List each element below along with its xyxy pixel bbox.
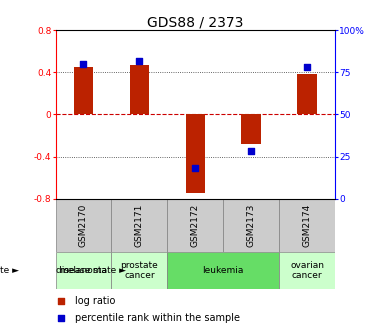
Text: prostate
cancer: prostate cancer	[121, 261, 158, 280]
Bar	[241, 115, 261, 144]
Bar	[167, 252, 279, 289]
Bar	[185, 115, 205, 193]
Text: GSM2172: GSM2172	[191, 204, 200, 247]
Text: log ratio: log ratio	[75, 296, 116, 305]
Bar	[279, 199, 335, 252]
Point	[58, 298, 64, 303]
Point	[192, 166, 198, 171]
Title: GDS88 / 2373: GDS88 / 2373	[147, 15, 244, 29]
Text: disease state ►: disease state ►	[0, 266, 19, 275]
Bar	[129, 65, 149, 115]
Text: percentile rank within the sample: percentile rank within the sample	[75, 313, 240, 323]
Point	[58, 316, 64, 321]
Point	[248, 149, 254, 154]
Bar	[111, 252, 167, 289]
Bar	[111, 199, 167, 252]
Text: leukemia: leukemia	[203, 266, 244, 275]
Bar	[223, 199, 279, 252]
Bar	[279, 252, 335, 289]
Text: disease state ►: disease state ►	[56, 266, 126, 275]
Bar	[56, 199, 111, 252]
Text: GSM2174: GSM2174	[303, 204, 312, 247]
Bar	[167, 199, 223, 252]
Text: melanoma: melanoma	[59, 266, 108, 275]
Text: ovarian
cancer: ovarian cancer	[290, 261, 324, 280]
Text: GSM2171: GSM2171	[135, 204, 144, 247]
Point	[304, 65, 310, 70]
Bar	[56, 252, 111, 289]
Point	[80, 61, 87, 67]
Text: GSM2170: GSM2170	[79, 204, 88, 247]
Bar	[74, 67, 93, 115]
Bar	[297, 75, 317, 115]
Text: GSM2173: GSM2173	[247, 204, 256, 247]
Point	[136, 58, 142, 63]
